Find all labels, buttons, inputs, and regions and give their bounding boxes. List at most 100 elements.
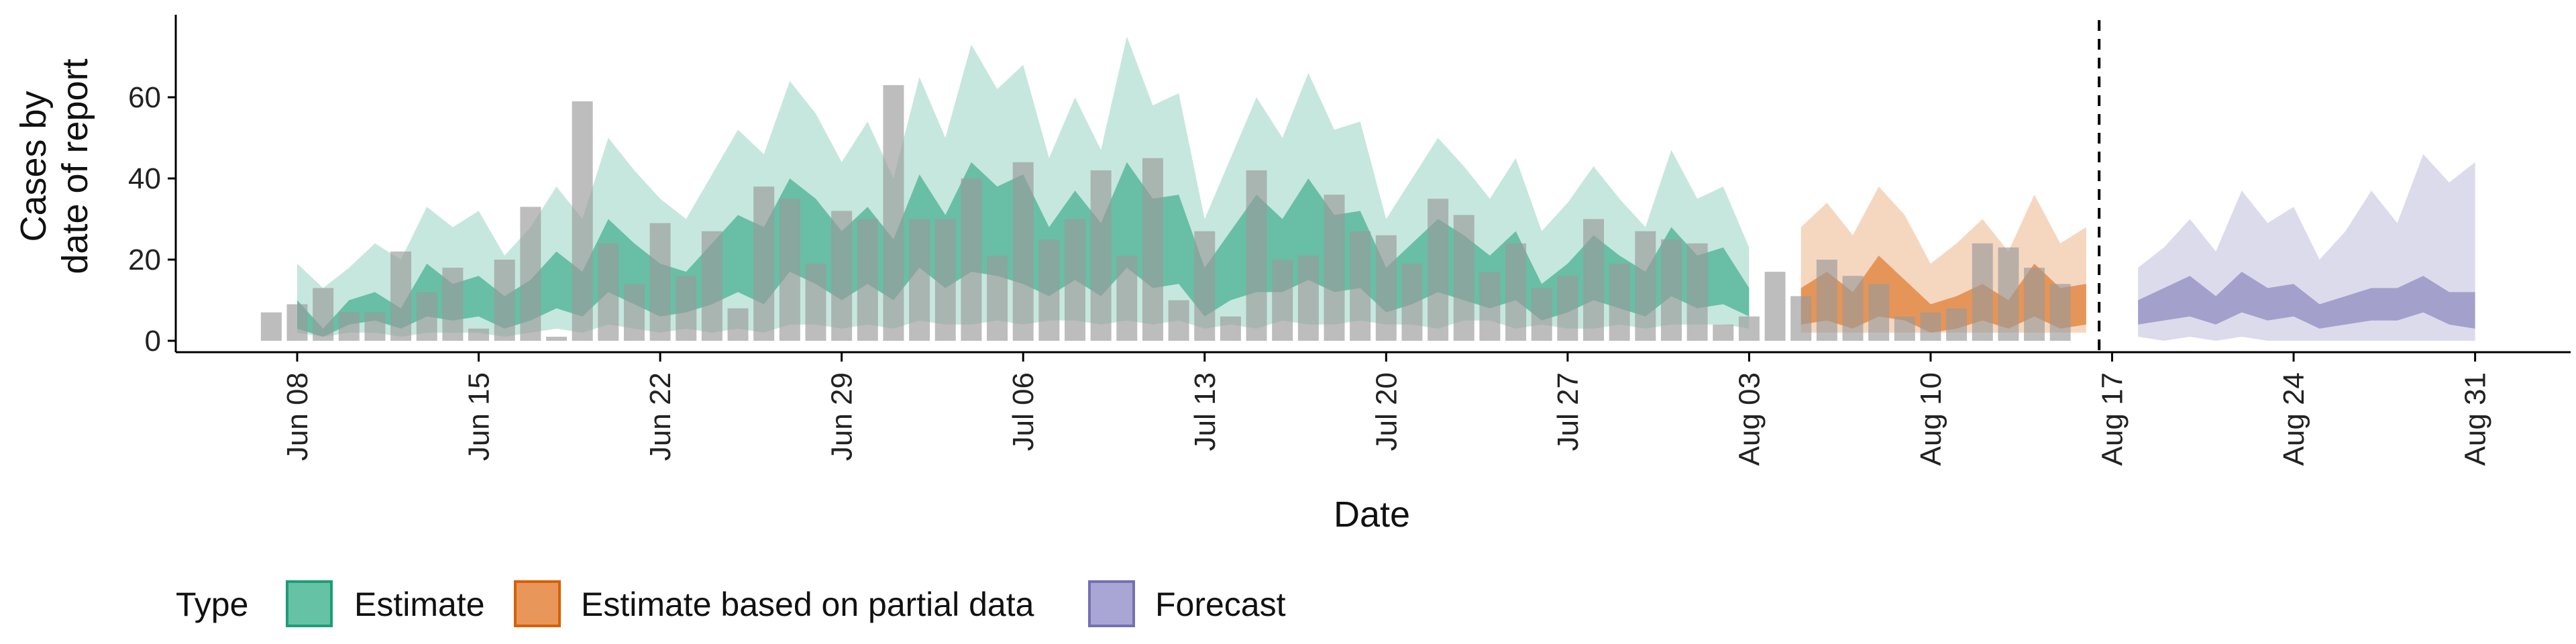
reported-bar — [1220, 316, 1241, 341]
reported-bar — [1713, 324, 1734, 341]
legend-swatch-forecast — [1088, 580, 1135, 627]
reported-bar — [520, 207, 541, 341]
reported-bar — [1090, 170, 1112, 341]
reported-bar — [313, 288, 334, 341]
y-ticks: 0 20 40 60 — [128, 81, 176, 358]
x-tick-label: Jul 27 — [1552, 372, 1585, 451]
reported-bar — [572, 101, 593, 341]
reported-bar — [1868, 284, 1890, 341]
reported-bar — [1350, 231, 1371, 341]
reported-bar — [1583, 219, 1604, 341]
legend-label-estimate: Estimate — [354, 586, 485, 623]
reported-bar — [1557, 276, 1578, 341]
x-tick-label: Aug 03 — [1733, 372, 1766, 466]
y-axis-title-line-2: date of report — [55, 58, 95, 274]
reported-bar — [1609, 264, 1630, 341]
legend-swatch-partial — [514, 580, 561, 627]
reported-bar — [1194, 231, 1216, 341]
legend-item-estimate: Estimate — [286, 580, 485, 627]
reported-bar — [1012, 162, 1034, 341]
x-tick-label: Jun 15 — [463, 372, 496, 461]
reported-bar — [779, 199, 800, 341]
reported-bar — [1505, 243, 1527, 341]
reported-bar — [1065, 219, 1085, 341]
reported-bar — [1428, 199, 1449, 341]
reported-bar — [676, 276, 697, 341]
reported-bar — [2024, 268, 2045, 341]
reported-bar — [1946, 308, 1968, 341]
reported-bar — [805, 264, 826, 341]
reported-bar — [1790, 296, 1812, 341]
reported-bar — [1686, 243, 1708, 341]
x-tick-label: Aug 24 — [2277, 372, 2310, 466]
reported-bar — [1660, 239, 1682, 341]
x-ticks: Jun 08 Jun 15 Jun 22 Jun 29 Jul 06 Jul 13 Jul … — [281, 352, 2492, 466]
x-tick-label: Aug 10 — [1915, 372, 1947, 466]
reported-bar — [1453, 215, 1474, 341]
reported-bar — [1479, 272, 1501, 341]
x-tick-label: Jul 06 — [1007, 372, 1040, 451]
reported-bar — [442, 268, 464, 341]
reported-bar — [727, 308, 749, 341]
y-tick-label: 20 — [128, 244, 161, 276]
x-tick-label: Jul 13 — [1189, 372, 1222, 451]
legend: Type Estimate Estimate based on partial … — [176, 580, 1286, 627]
legend-title: Type — [176, 586, 248, 623]
ribbon-50-forecast — [2138, 272, 2475, 329]
legend-swatch-estimate — [286, 580, 333, 627]
reported-bar — [1842, 276, 1864, 341]
reported-bar — [1894, 316, 1915, 341]
reported-bar — [934, 219, 956, 341]
reported-bar — [286, 304, 308, 341]
reported-bar — [390, 251, 412, 341]
y-tick-label: 0 — [145, 325, 161, 358]
reported-bar — [1038, 239, 1060, 341]
reported-bar — [546, 336, 567, 341]
reported-bar — [1246, 170, 1267, 341]
x-tick-label: Jul 20 — [1370, 372, 1403, 451]
reported-bar — [1764, 272, 1786, 341]
legend-item-forecast: Forecast — [1088, 580, 1286, 627]
reported-bar — [1297, 255, 1319, 341]
x-tick-label: Aug 31 — [2459, 372, 2492, 466]
reported-bar — [857, 219, 878, 341]
reported-bar — [598, 243, 619, 341]
reported-bar — [1272, 260, 1293, 341]
reported-bar — [1920, 312, 1941, 341]
reported-bar — [260, 312, 282, 341]
reported-bar — [623, 284, 645, 341]
reported-bar — [364, 312, 386, 341]
reported-bar — [2049, 284, 2071, 341]
reported-bar — [831, 211, 853, 341]
reported-bar — [753, 186, 775, 341]
reported-bar — [1401, 264, 1423, 341]
reported-bar — [987, 255, 1008, 341]
reported-bars-layer — [260, 85, 2071, 341]
reported-bar — [338, 312, 360, 341]
reported-bar — [468, 328, 490, 341]
reported-bar — [1998, 247, 2019, 341]
reported-bar — [1116, 255, 1138, 341]
reported-bar — [1531, 288, 1552, 341]
reported-bar — [1375, 235, 1397, 341]
x-tick-label: Jun 29 — [826, 372, 859, 461]
reported-bar — [883, 85, 904, 341]
x-tick-label: Jun 08 — [281, 372, 314, 461]
reported-bar — [1168, 300, 1189, 341]
x-tick-label: Aug 17 — [2096, 372, 2129, 466]
reported-bar — [909, 219, 930, 341]
reported-bar — [1816, 260, 1837, 341]
legend-label-forecast: Forecast — [1155, 586, 1286, 623]
y-axis-title-line-1: Cases by — [13, 91, 54, 241]
reported-bar — [961, 178, 982, 341]
reported-bar — [1738, 316, 1760, 341]
reported-bar — [649, 223, 671, 341]
reported-bar — [701, 231, 722, 341]
reported-bar — [494, 260, 515, 341]
reported-bar — [1972, 243, 1993, 341]
y-tick-label: 40 — [128, 162, 161, 195]
legend-item-partial: Estimate based on partial data — [514, 580, 1034, 627]
reported-bar — [1635, 231, 1656, 341]
